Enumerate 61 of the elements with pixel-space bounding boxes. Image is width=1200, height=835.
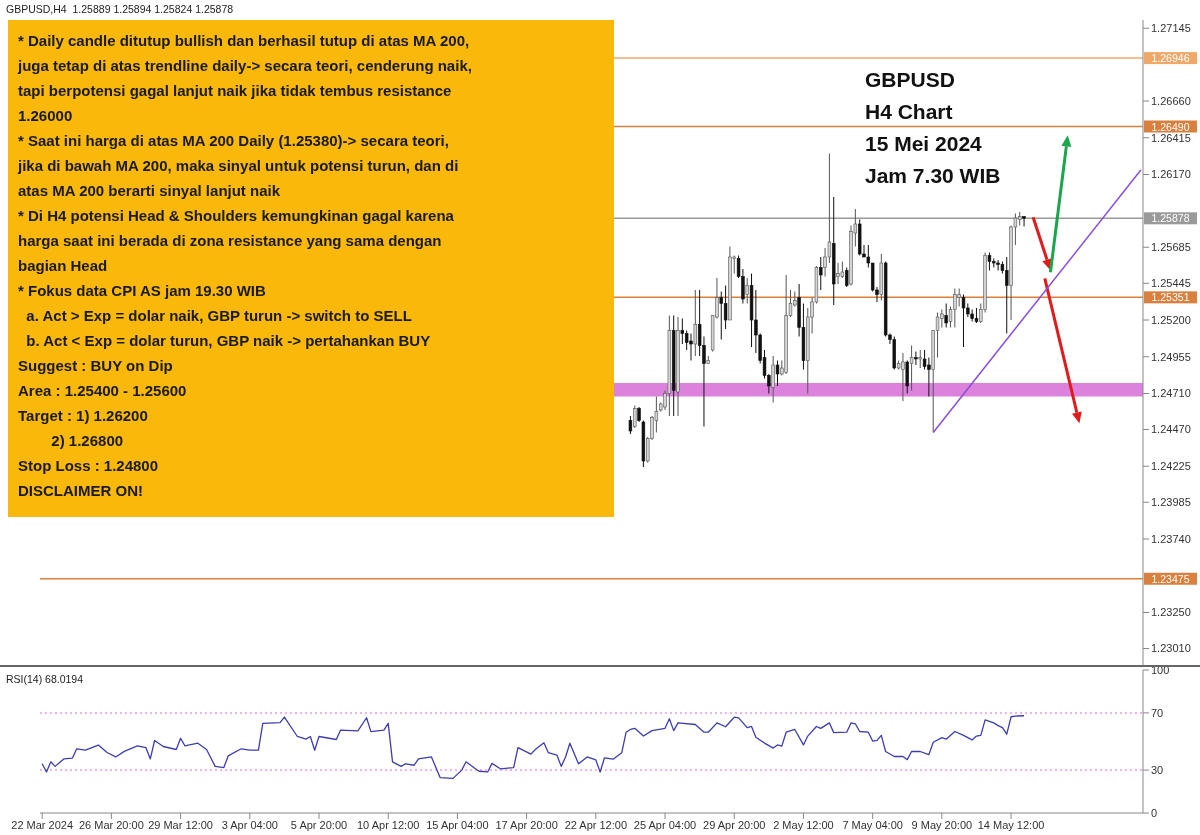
x-tick-label: 15 Apr 04:00 — [426, 818, 489, 831]
annotation: Suggest : BUY on Dip — [18, 356, 174, 376]
annotation: harga saat ini berada di zona resistance yang sama dengan — [18, 231, 443, 251]
y-tick-label: 70 — [1151, 706, 1164, 719]
annotation: bagian Head — [18, 256, 109, 276]
x-tick-label: 2 May 12:00 — [773, 818, 834, 831]
annotation: jika di bawah MA 200, maka sinyal untuk potensi turun, dan di — [18, 156, 460, 176]
x-tick-label: 10 Apr 12:00 — [357, 818, 420, 831]
y-tick-label: 1.26170 — [1151, 168, 1191, 181]
annotation: 1.26000 — [18, 106, 74, 126]
ref-line-label: 1.26490 — [1151, 120, 1190, 133]
annotation: * Di H4 potensi Head & Shoulders kemungkinan gagal karena — [18, 206, 455, 226]
annotation: b. Act < Exp = dolar turun, GBP naik -> pertahankan BUY — [25, 331, 432, 351]
x-tick-label: 17 Apr 20:00 — [495, 818, 558, 831]
x-tick-label: 14 May 12:00 — [977, 818, 1045, 831]
x-tick-label: 22 Mar 2024 — [11, 818, 74, 831]
y-tick-label: 1.25685 — [1151, 241, 1191, 254]
annotation: tapi berpotensi gagal lanjut naik jika tidak tembus resistance — [18, 81, 453, 101]
annotation: 2) 1.26800 — [50, 431, 125, 451]
x-tick-label: 9 May 20:00 — [911, 818, 973, 831]
annotation: juga tetap di atas trendline daily-> secara teori, cenderung naik, — [18, 56, 473, 76]
x-tick-label: 25 Apr 04:00 — [633, 818, 697, 831]
y-tick-label: 30 — [1151, 764, 1164, 777]
y-tick-label: 1.27145 — [1151, 22, 1191, 35]
y-tick-label: 1.26660 — [1151, 94, 1191, 107]
x-tick-label: 26 Mar 20:00 — [78, 818, 144, 831]
x-tick-label: 3 Apr 04:00 — [221, 818, 278, 831]
y-tick-label: 1.23250 — [1151, 606, 1191, 619]
ref-line-label: 1.25351 — [1151, 291, 1190, 304]
y-tick-label: 1.24225 — [1151, 460, 1191, 473]
y-tick-label: 1.23985 — [1151, 496, 1191, 509]
annotation: Stop Loss : 1.24800 — [18, 456, 160, 476]
y-tick-label: 1.23010 — [1151, 642, 1191, 655]
y-tick-label: 1.25445 — [1151, 277, 1191, 290]
chart-title: GBPUSD,H4 1.25889 1.25894 1.25824 1.25878 — [6, 3, 234, 15]
x-tick-label: 7 May 04:00 — [842, 818, 903, 831]
annotation: DISCLAIMER ON! — [18, 481, 144, 501]
annotation: atas MA 200 berarti sinyal lanjut naik — [18, 181, 282, 201]
x-tick-label: 29 Mar 12:00 — [148, 818, 213, 831]
ref-line-label: 1.25878 — [1151, 212, 1190, 225]
y-tick-label: 1.24710 — [1151, 387, 1191, 400]
x-tick-label: 5 Apr 20:00 — [290, 818, 348, 831]
annotation: Target : 1) 1.26200 — [18, 406, 149, 426]
annotation: a. Act > Exp = dolar naik, GBP turun -> switch to SELL — [25, 306, 413, 326]
chart-title: RSI(14) 68.0194 — [6, 673, 84, 685]
x-tick-label: 29 Apr 20:00 — [703, 818, 766, 831]
annotation: * Saat ini harga di atas MA 200 Daily (1.25380)-> secara teori, — [18, 131, 450, 151]
y-tick-label: 1.26415 — [1151, 131, 1191, 144]
annotation: Area : 1.25400 - 1.25600 — [18, 381, 188, 401]
y-tick-label: 100 — [1151, 663, 1170, 676]
annotation: * Daily candle ditutup bullish dan berhasil tutup di atas MA 200, — [18, 31, 471, 51]
y-tick-label: 1.24470 — [1151, 423, 1191, 436]
text: GBPUSD H4 Chart 15 Mei 2024 Jam 7.30 WIB — [865, 67, 1001, 189]
ref-line-label: 1.23475 — [1151, 572, 1190, 585]
y-tick-label: 1.23740 — [1151, 532, 1191, 545]
y-tick-label: 0 — [1151, 806, 1158, 819]
ref-line-label: 1.26946 — [1151, 52, 1190, 65]
x-tick-label: 22 Apr 12:00 — [564, 818, 628, 831]
y-tick-label: 1.25200 — [1151, 313, 1191, 326]
annotation: * Fokus data CPI AS jam 19.30 WIB — [18, 281, 267, 301]
y-tick-label: 1.24955 — [1151, 350, 1191, 363]
